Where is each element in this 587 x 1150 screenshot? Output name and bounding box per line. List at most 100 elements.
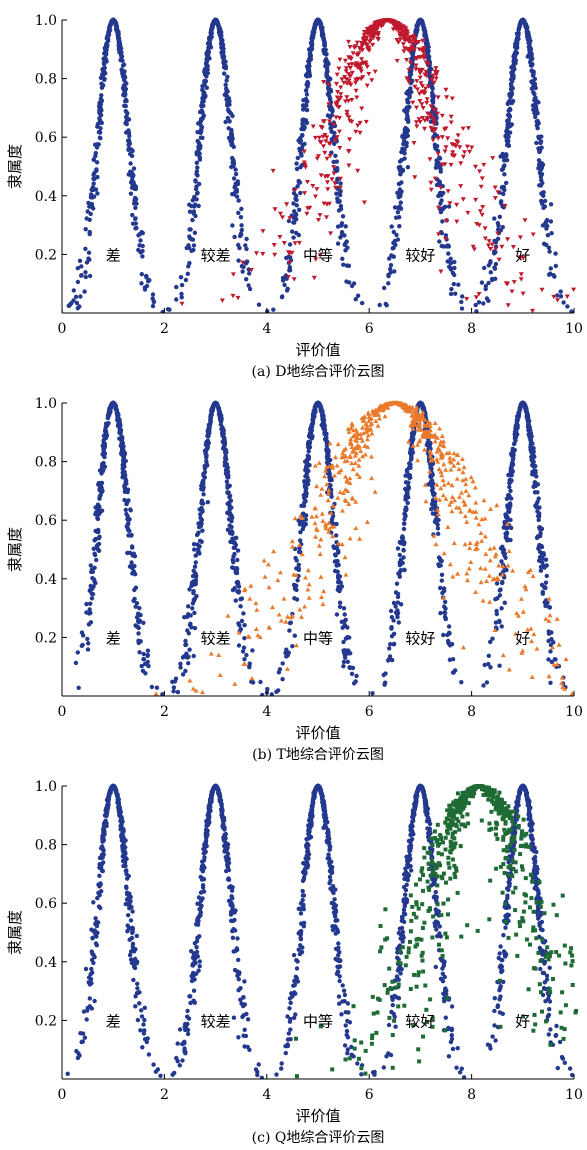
cloud-drop-result — [344, 81, 350, 86]
cloud-drop-standard-2 — [201, 473, 206, 478]
cloud-drop-result — [431, 107, 437, 112]
cloud-drop-result — [411, 47, 417, 52]
cloud-drop-standard-1 — [85, 209, 90, 214]
cloud-drop-standard-5 — [497, 214, 502, 219]
cloud-drop-standard-2 — [205, 63, 210, 69]
cloud-drop-standard-4 — [441, 632, 446, 638]
cloud-drop-result — [422, 126, 427, 132]
cloud-drop-standard-3 — [303, 499, 308, 504]
cloud-drop-standard-5 — [569, 309, 574, 313]
cloud-drop-standard-2 — [194, 150, 199, 155]
cloud-drop-standard-4 — [451, 281, 456, 287]
cloud-drop-standard-3 — [350, 665, 356, 671]
cloud-drop-standard-5 — [561, 300, 566, 305]
cloud-drop-result — [342, 58, 348, 64]
cloud-drop-standard-1 — [133, 604, 138, 609]
cloud-drop-standard-2 — [170, 679, 175, 684]
cloud-drop-standard-3 — [353, 297, 358, 302]
cloud-drop-standard-1 — [94, 167, 99, 172]
cloud-drop-standard-5 — [521, 401, 526, 406]
cloud-drop-standard-4 — [405, 113, 410, 118]
cloud-drop-standard-2 — [193, 579, 198, 585]
x-tick-label: 4 — [262, 321, 271, 337]
cloud-drop-result — [394, 58, 400, 64]
cloud-drop-result — [438, 269, 444, 274]
cloud-drop-standard-4 — [405, 117, 411, 123]
cloud-drop-standard-3 — [302, 481, 308, 486]
cloud-drop-standard-3 — [305, 99, 310, 104]
cloud-drop-result — [431, 119, 437, 124]
cloud-drop-standard-4 — [402, 517, 407, 522]
cloud-drop-standard-2 — [189, 580, 195, 585]
cloud-drop-standard-4 — [421, 406, 426, 411]
cloud-drop-standard-4 — [408, 86, 413, 91]
cloud-drop-standard-4 — [408, 72, 414, 77]
cloud-drop-standard-1 — [93, 536, 99, 542]
cloud-drop-result — [478, 579, 484, 585]
cloud-drop-standard-1 — [133, 221, 138, 226]
cloud-drop-standard-1 — [84, 610, 89, 615]
cloud-drop-standard-5 — [540, 180, 545, 186]
cloud-drop-standard-3 — [324, 435, 329, 440]
cloud-drop-standard-2 — [241, 611, 246, 616]
cloud-drop-result — [416, 117, 422, 122]
cloud-drop-standard-1 — [119, 451, 124, 456]
cloud-drop-standard-5 — [525, 417, 531, 422]
cloud-drop-result — [343, 69, 349, 74]
cloud-drop-standard-2 — [230, 565, 235, 570]
x-tick-label: 10 — [565, 321, 583, 337]
cloud-drop-result — [432, 176, 438, 181]
cloud-drop-standard-1 — [95, 174, 100, 180]
cloud-drop-standard-1 — [132, 587, 137, 593]
cloud-drop-standard-5 — [499, 624, 504, 629]
cloud-drop-result — [465, 126, 471, 131]
cloud-drop-standard-2 — [194, 160, 199, 165]
cloud-drop-result — [455, 133, 461, 138]
cloud-drop-standard-2 — [233, 171, 239, 177]
cloud-drop-standard-1 — [131, 598, 136, 603]
cloud-drop-standard-2 — [227, 500, 232, 505]
cloud-drop-standard-1 — [91, 181, 96, 186]
cloud-drop-standard-3 — [291, 220, 296, 225]
cloud-drop-standard-5 — [496, 223, 501, 228]
cloud-drop-result — [356, 63, 362, 68]
cloud-drop-standard-3 — [284, 255, 289, 261]
cloud-drop-standard-3 — [349, 671, 355, 676]
cloud-drop-standard-5 — [525, 33, 530, 38]
cloud-drop-standard-1 — [120, 470, 125, 475]
cloud-drop-standard-2 — [231, 161, 237, 166]
cloud-drop-standard-2 — [244, 236, 249, 242]
cloud-drop-result — [248, 268, 254, 273]
cloud-drop-standard-2 — [230, 557, 235, 563]
cloud-drop-standard-1 — [94, 544, 99, 549]
cloud-drop-result — [287, 216, 293, 221]
cloud-drop-standard-3 — [297, 545, 302, 551]
cloud-drop-result — [435, 95, 441, 100]
cloud-drop-result — [449, 142, 455, 147]
cloud-drop-result — [424, 97, 430, 102]
cloud-drop-result — [369, 475, 375, 481]
cloud-drop-standard-1 — [130, 148, 135, 154]
cloud-drop-standard-2 — [230, 530, 235, 535]
cloud-drop-result — [477, 169, 483, 174]
cloud-drop-standard-4 — [448, 266, 453, 271]
cloud-drop-result — [433, 76, 439, 81]
cloud-drop-standard-2 — [230, 136, 235, 141]
cloud-drop-result — [371, 29, 377, 34]
cloud-drop-standard-4 — [435, 526, 441, 531]
cloud-drop-standard-3 — [298, 190, 303, 196]
cloud-drop-standard-5 — [549, 231, 554, 236]
cloud-drop-result — [530, 232, 536, 237]
cloud-drop-result — [471, 247, 477, 252]
cloud-drop-standard-1 — [140, 243, 145, 249]
cloud-drop-standard-1 — [126, 147, 131, 152]
cloud-drop-standard-2 — [192, 564, 198, 569]
cloud-drop-standard-1 — [100, 74, 105, 79]
cloud-drop-standard-1 — [122, 497, 127, 503]
cloud-drop-result — [433, 541, 439, 547]
cloud-drop-standard-5 — [532, 84, 538, 89]
cloud-drop-standard-2 — [234, 194, 240, 199]
cloud-drop-result — [480, 205, 486, 210]
cloud-drop-result — [474, 222, 480, 227]
cloud-drop-standard-2 — [244, 246, 249, 252]
